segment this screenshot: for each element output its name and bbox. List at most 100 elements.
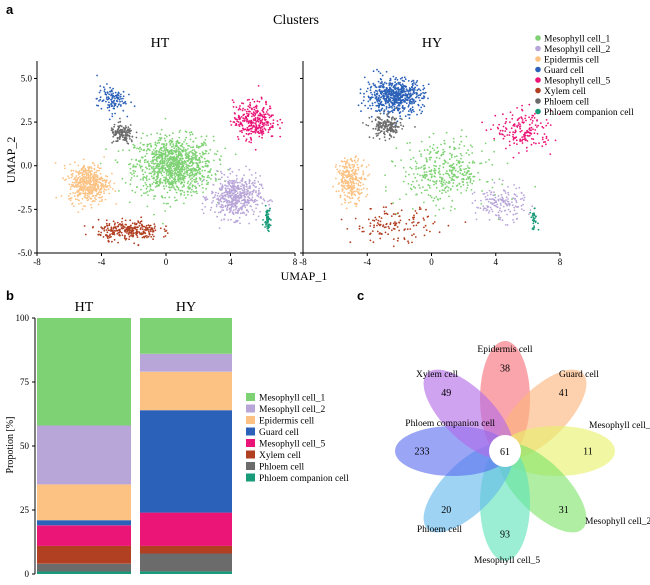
point	[113, 123, 116, 126]
point	[457, 160, 460, 163]
point	[386, 96, 388, 98]
point	[195, 177, 198, 180]
point	[460, 140, 463, 143]
point	[388, 104, 391, 107]
point	[236, 199, 238, 201]
point	[413, 214, 415, 217]
point	[508, 144, 511, 147]
point	[253, 201, 255, 204]
point	[101, 227, 104, 230]
point	[189, 191, 192, 194]
point	[507, 191, 510, 194]
point	[220, 205, 223, 208]
point	[230, 218, 232, 221]
point	[424, 167, 427, 170]
point	[216, 169, 218, 172]
point	[427, 97, 429, 100]
point	[448, 169, 451, 172]
point	[158, 157, 161, 160]
point	[75, 181, 78, 184]
point	[387, 96, 390, 98]
point	[352, 182, 355, 185]
point	[460, 154, 463, 157]
point	[503, 189, 505, 192]
point	[153, 168, 155, 170]
point	[480, 162, 483, 165]
point	[113, 102, 115, 105]
point	[443, 139, 446, 142]
cluster-hy-phloem-companion-cell	[529, 207, 540, 231]
point	[391, 93, 394, 96]
point	[541, 145, 544, 148]
point	[247, 187, 250, 190]
point	[399, 88, 402, 91]
point	[541, 136, 544, 139]
point	[126, 142, 129, 145]
point	[377, 106, 380, 109]
point	[202, 179, 205, 182]
point	[378, 129, 381, 132]
point	[441, 192, 443, 195]
point	[253, 179, 256, 182]
point	[239, 222, 241, 225]
point	[227, 185, 229, 187]
point	[411, 97, 414, 100]
point	[249, 136, 252, 139]
point	[108, 101, 110, 104]
point	[391, 101, 394, 104]
point	[175, 142, 178, 145]
point	[174, 175, 177, 178]
point	[234, 208, 237, 211]
point	[166, 174, 168, 176]
point	[83, 170, 86, 173]
point	[136, 175, 139, 178]
point	[523, 138, 526, 141]
point	[224, 187, 227, 190]
point	[184, 161, 187, 163]
point	[237, 194, 240, 197]
point	[489, 206, 492, 209]
point	[238, 118, 241, 121]
point	[173, 196, 176, 199]
point	[118, 190, 120, 192]
point	[226, 200, 229, 203]
point	[237, 196, 240, 199]
point	[137, 221, 140, 224]
point	[396, 239, 399, 242]
point	[99, 96, 102, 99]
point	[135, 136, 138, 139]
point	[541, 125, 544, 128]
point	[171, 145, 173, 148]
point	[395, 98, 398, 100]
point	[151, 183, 154, 185]
point	[96, 74, 98, 77]
point	[93, 176, 95, 179]
point	[271, 125, 274, 127]
point	[402, 107, 404, 109]
point	[531, 122, 533, 124]
point	[231, 99, 234, 101]
point	[196, 162, 198, 165]
point	[418, 150, 421, 153]
point	[446, 185, 448, 188]
point	[122, 139, 125, 141]
point	[238, 107, 241, 109]
point	[377, 70, 380, 73]
point	[390, 97, 393, 99]
point	[158, 163, 160, 166]
point	[345, 188, 348, 191]
point	[248, 194, 251, 196]
point	[485, 209, 488, 212]
point	[249, 102, 252, 104]
point	[161, 181, 164, 184]
point	[340, 178, 343, 181]
point	[78, 172, 80, 175]
point	[360, 177, 363, 180]
point	[434, 175, 436, 178]
point	[89, 172, 92, 175]
point	[403, 238, 406, 241]
point	[342, 182, 345, 185]
point	[139, 146, 141, 149]
point	[525, 146, 528, 149]
point	[91, 195, 94, 198]
